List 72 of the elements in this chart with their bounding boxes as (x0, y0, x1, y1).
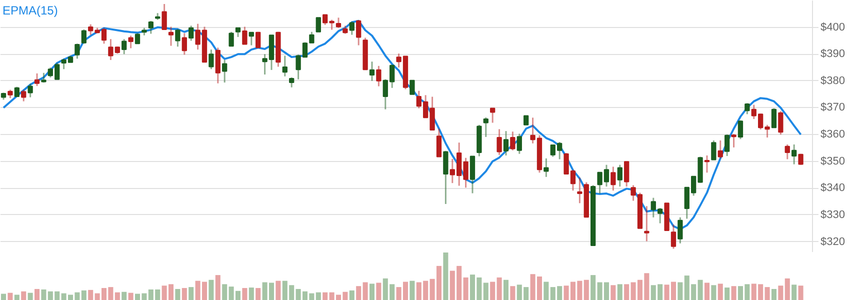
bar (349, 290, 354, 300)
bar (175, 288, 180, 300)
candlestick (228, 31, 234, 47)
bar (88, 290, 94, 300)
bar (248, 288, 254, 300)
bar (617, 284, 622, 300)
bar (778, 286, 784, 300)
y-tick-label: $340 (820, 182, 845, 194)
bar (792, 284, 797, 300)
bar (369, 284, 375, 300)
y-tick-label: $390 (820, 48, 845, 60)
y-tick-label: $330 (820, 208, 845, 221)
y-tick-label: $350 (820, 155, 845, 168)
bar (34, 288, 40, 300)
bar (215, 275, 220, 300)
bar (128, 292, 134, 300)
bar (510, 286, 516, 300)
y-tick-label: $320 (820, 236, 845, 248)
candlestick (410, 80, 415, 95)
bar (322, 292, 328, 300)
bar (704, 282, 710, 300)
bar (8, 292, 13, 300)
candlestick (256, 31, 261, 48)
bar (624, 284, 630, 300)
bar (81, 290, 86, 300)
bar (590, 275, 596, 300)
bar (784, 278, 790, 300)
bar (14, 294, 20, 300)
bar (463, 277, 468, 300)
bar (21, 291, 26, 300)
bar (718, 284, 723, 300)
bar (182, 288, 187, 300)
bar (798, 286, 804, 300)
candlestick (316, 17, 321, 32)
bar (410, 280, 415, 300)
bar (28, 292, 33, 300)
bar (256, 288, 261, 300)
bar (584, 280, 589, 300)
bar (503, 280, 509, 300)
y-tick-label: $360 (820, 128, 845, 141)
bar (1, 294, 6, 300)
bar (764, 287, 770, 300)
bar (276, 280, 281, 300)
bar (490, 282, 496, 300)
bar (362, 282, 368, 300)
bar (544, 282, 549, 300)
bar (771, 288, 776, 300)
bar (678, 282, 683, 300)
bar (208, 280, 214, 300)
y-tick-label: $400 (820, 21, 845, 34)
bar (376, 282, 382, 300)
bar (443, 252, 448, 300)
bar (114, 292, 120, 300)
y-tick-label: $370 (820, 102, 845, 114)
bar (242, 288, 248, 300)
bar (356, 286, 362, 300)
bar (316, 292, 321, 300)
bar (122, 292, 127, 300)
bar (483, 282, 488, 300)
bar (698, 280, 703, 300)
bar (724, 288, 730, 300)
y-tick-label: $380 (820, 74, 845, 87)
bar (731, 286, 736, 300)
bar (610, 285, 616, 300)
bar (711, 285, 716, 300)
text: EPMA(15) (2, 4, 58, 18)
bar (496, 277, 502, 300)
candlestick (524, 115, 529, 126)
bar (222, 284, 228, 300)
candlestick (771, 108, 777, 128)
bar (188, 287, 194, 300)
bar (41, 289, 46, 300)
